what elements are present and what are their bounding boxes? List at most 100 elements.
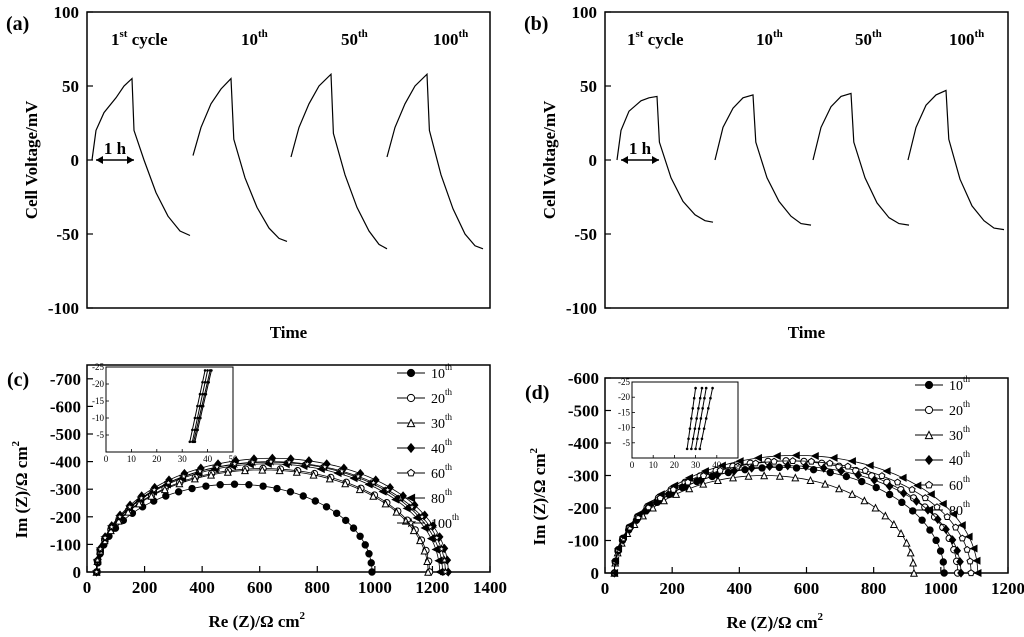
data-point [405, 517, 417, 528]
legend-label: 30th [431, 412, 453, 432]
inset-point [698, 396, 702, 400]
data-point [355, 485, 364, 494]
cycle-curve [290, 72, 388, 250]
data-point [926, 490, 935, 499]
inset-point [201, 404, 205, 408]
plot-frame [86, 11, 491, 309]
data-point [897, 529, 906, 538]
data-point [969, 544, 978, 553]
data-point [789, 457, 797, 464]
inset-point [692, 396, 696, 400]
duration-label: 1 h [629, 139, 652, 158]
series-line [96, 463, 440, 573]
data-point [190, 474, 199, 483]
data-point [425, 522, 435, 532]
data-point [406, 418, 416, 428]
inset-frame [631, 381, 739, 459]
data-point [309, 470, 318, 479]
data-point [174, 488, 183, 496]
data-point [967, 569, 975, 577]
data-point [842, 472, 851, 481]
data-point [835, 484, 844, 493]
inset-point [201, 392, 204, 396]
data-point [406, 493, 416, 503]
inset-point [704, 417, 708, 420]
data-point [806, 475, 815, 484]
inset-y-tick-label: -20 [618, 392, 630, 402]
data-point [948, 535, 957, 545]
x-tick-label: 400 [189, 578, 215, 597]
data-point [729, 473, 738, 482]
data-point [341, 479, 350, 488]
data-point [266, 456, 276, 466]
data-point [149, 484, 160, 494]
data-point [821, 479, 830, 488]
y-tick-label: -400 [50, 453, 81, 472]
data-point [286, 488, 295, 496]
x-tick-label: 800 [305, 578, 331, 597]
data-point [906, 548, 915, 557]
data-point [248, 457, 258, 467]
inset-point [206, 369, 209, 372]
data-point [368, 568, 376, 576]
data-point [369, 491, 378, 500]
panel-label: (c) [7, 369, 29, 391]
data-point [423, 557, 432, 566]
data-point [392, 507, 401, 516]
inset-point [685, 447, 689, 451]
data-point [899, 488, 908, 498]
inset-point [704, 386, 708, 390]
data-point [412, 513, 421, 522]
data-point [188, 484, 196, 493]
data-point [618, 532, 627, 541]
y-tick-label: -50 [56, 225, 79, 244]
legend-label: 60th [949, 474, 971, 494]
data-point [426, 534, 435, 543]
inset-x-tick-label: 0 [630, 460, 635, 470]
cycle-curve [91, 77, 191, 237]
series-line [614, 460, 972, 574]
legend-label: 40th [949, 449, 971, 469]
inset-point [204, 392, 208, 396]
data-point [872, 483, 880, 492]
inset-point [699, 417, 703, 420]
data-point [878, 472, 886, 479]
cycle-label: 50th [341, 28, 368, 49]
inset-frame [105, 366, 234, 453]
data-point [163, 477, 174, 487]
data-point [752, 459, 760, 467]
data-point [407, 468, 415, 477]
inset-point [207, 381, 210, 384]
data-point [259, 482, 267, 490]
inset-plot: 0 10 20 30 40 50 -5 -10 -15 -20 -25 [92, 362, 238, 464]
data-point [684, 473, 693, 482]
data-point [826, 468, 834, 477]
data-point [826, 459, 834, 467]
data-point [885, 481, 894, 491]
x-tick-label: 1200 [415, 578, 449, 597]
data-point [933, 503, 941, 511]
data-point [848, 489, 857, 498]
data-point [871, 503, 880, 512]
data-point [195, 466, 205, 476]
data-point [713, 475, 722, 484]
inset-point [697, 407, 700, 410]
inset-point [188, 440, 192, 444]
data-point [861, 466, 869, 474]
data-point [175, 479, 184, 488]
data-point [940, 569, 948, 577]
voltage-panel-b: -100 -50 0 50 100 (b) Cell Voltage/mV Time 1st c… [524, 3, 1009, 342]
inset-x-tick-label: 40 [712, 460, 722, 470]
data-point [801, 461, 810, 471]
data-point [115, 511, 125, 521]
inset-x-tick-label: 50 [734, 460, 744, 470]
y-tick-label: -200 [568, 499, 599, 518]
data-point [758, 464, 766, 472]
data-point [136, 493, 147, 503]
data-point [958, 534, 966, 542]
inset-point [691, 437, 695, 441]
data-point [135, 499, 144, 508]
voltage-panel-a: -100 -50 0 50 100 (a) Cell Voltage/mV Time 1st c… [6, 3, 491, 342]
inset-point [196, 404, 199, 408]
data-point [229, 459, 240, 469]
